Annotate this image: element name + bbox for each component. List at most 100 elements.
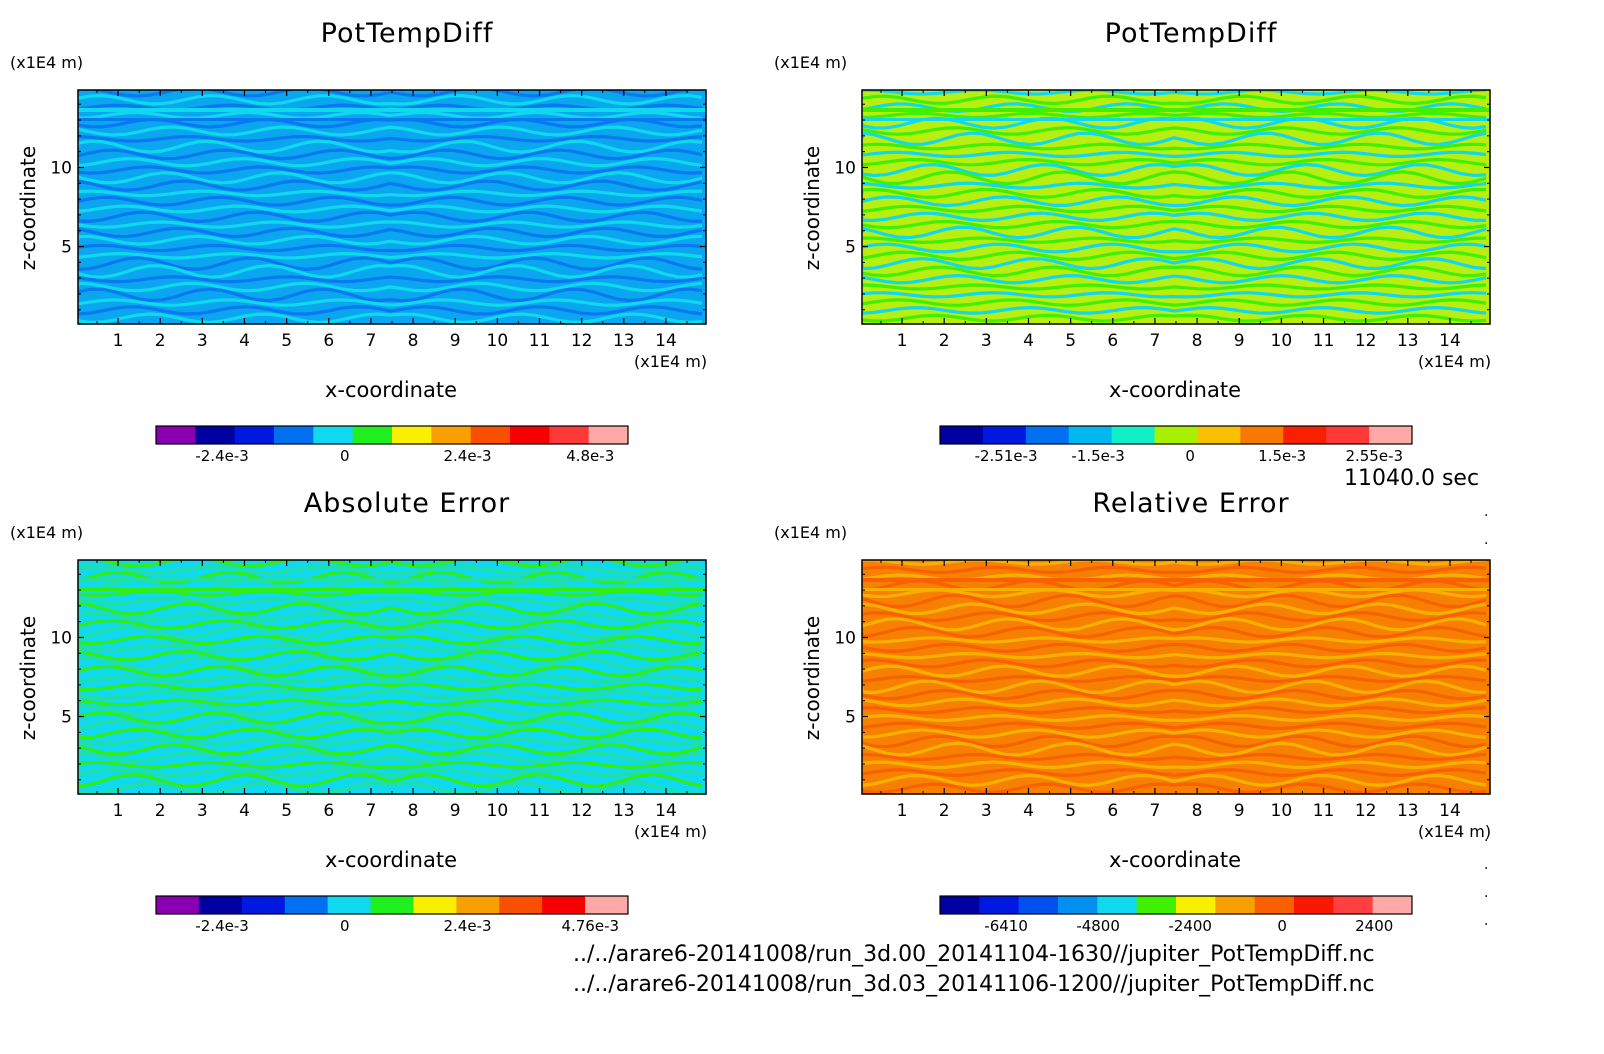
x-tick-label: 9 bbox=[450, 331, 461, 351]
x-tick-label: 5 bbox=[281, 331, 292, 351]
colorbar-segment bbox=[588, 426, 629, 444]
decorative-dots: .. bbox=[1484, 504, 1489, 548]
x-unit-label: (x1E4 m) bbox=[634, 822, 708, 841]
y-axis-label: z-coordinate bbox=[16, 615, 40, 741]
x-tick-label: 3 bbox=[197, 331, 208, 351]
x-tick-label: 12 bbox=[571, 331, 593, 351]
x-unit-label: (x1E4 m) bbox=[634, 352, 708, 371]
colorbar-segment bbox=[1136, 896, 1177, 914]
x-axis-label: x-coordinate bbox=[324, 848, 457, 872]
field-pattern bbox=[78, 560, 706, 794]
colorbar-segment bbox=[1058, 896, 1098, 914]
x-tick-label: 11 bbox=[1313, 801, 1335, 821]
x-tick-label: 11 bbox=[529, 801, 551, 821]
x-axis-label: x-coordinate bbox=[324, 378, 457, 402]
colorbar-segment bbox=[1215, 896, 1256, 914]
colorbar-segment bbox=[1097, 896, 1138, 914]
x-tick-label: 8 bbox=[408, 331, 419, 351]
colorbar-segment bbox=[1254, 896, 1295, 914]
x-tick-label: 3 bbox=[197, 801, 208, 821]
colorbar-label: 2.4e-3 bbox=[443, 447, 491, 465]
x-tick-label: 2 bbox=[939, 331, 950, 351]
y-tick-label: 5 bbox=[61, 238, 72, 258]
file-path-1: ../../arare6-20141008/run_3d.00_20141104… bbox=[573, 942, 1375, 967]
colorbar-segment bbox=[1154, 426, 1198, 444]
y-unit-label: (x1E4 m) bbox=[774, 53, 848, 72]
x-tick-label: 4 bbox=[239, 801, 250, 821]
colorbar-segment bbox=[982, 426, 1027, 444]
colorbar-label: 2.55e-3 bbox=[1345, 447, 1403, 465]
y-unit-label: (x1E4 m) bbox=[10, 53, 84, 72]
colorbar-label: 4.8e-3 bbox=[566, 447, 614, 465]
x-tick-label: 10 bbox=[487, 801, 509, 821]
x-tick-label: 6 bbox=[1107, 331, 1118, 351]
colorbar-label: 2400 bbox=[1355, 917, 1393, 935]
x-tick-label: 11 bbox=[529, 331, 551, 351]
colorbar-segment bbox=[327, 896, 372, 914]
colorbar-segment bbox=[940, 426, 984, 444]
x-tick-label: 8 bbox=[1192, 331, 1203, 351]
colorbar: -2.4e-3 0 2.4e-3 4.76e-3 bbox=[155, 895, 629, 935]
x-tick-label: 12 bbox=[1355, 331, 1377, 351]
x-tick-label: 10 bbox=[1271, 331, 1293, 351]
colorbar-segment bbox=[234, 426, 275, 444]
colorbar-segment bbox=[1369, 426, 1413, 444]
colorbar-segment bbox=[1333, 896, 1374, 914]
colorbar-segment bbox=[156, 896, 200, 914]
y-tick-label: 5 bbox=[61, 708, 72, 728]
colorbar-segment bbox=[392, 426, 432, 444]
x-tick-label: 3 bbox=[981, 801, 992, 821]
x-tick-label: 4 bbox=[1023, 801, 1034, 821]
x-tick-label: 1 bbox=[897, 331, 908, 351]
x-tick-label: 8 bbox=[1192, 801, 1203, 821]
x-tick-label: 12 bbox=[571, 801, 593, 821]
x-tick-label: 4 bbox=[1023, 331, 1034, 351]
field-background bbox=[78, 90, 706, 324]
x-tick-label: 6 bbox=[323, 801, 334, 821]
x-tick-label: 9 bbox=[1234, 801, 1245, 821]
colorbar-segment bbox=[413, 896, 457, 914]
colorbar-segment bbox=[1025, 426, 1070, 444]
x-tick-label: 10 bbox=[1271, 801, 1293, 821]
x-tick-label: 5 bbox=[1065, 801, 1076, 821]
colorbar-segment bbox=[940, 896, 980, 914]
colorbar-label: -2.51e-3 bbox=[975, 447, 1038, 465]
colorbar-label: 2.4e-3 bbox=[443, 917, 491, 935]
x-tick-label: 14 bbox=[1439, 801, 1461, 821]
colorbar-segment bbox=[1372, 896, 1413, 914]
colorbar-frame bbox=[155, 895, 629, 915]
colorbar: -6410 -4800 -2400 0 2400 bbox=[939, 895, 1413, 935]
y-tick-label: 5 bbox=[845, 708, 856, 728]
x-tick-label: 13 bbox=[613, 801, 635, 821]
colorbar-segment bbox=[241, 896, 286, 914]
x-tick-label: 9 bbox=[450, 801, 461, 821]
colorbar-segment bbox=[370, 896, 414, 914]
x-tick-label: 14 bbox=[655, 331, 677, 351]
colorbar-label: -2400 bbox=[1168, 917, 1212, 935]
colorbar-segment bbox=[1018, 896, 1059, 914]
y-axis-label: z-coordinate bbox=[800, 145, 824, 271]
colorbar-label: -2.4e-3 bbox=[195, 447, 248, 465]
colorbar-segment bbox=[198, 896, 243, 914]
x-tick-label: 2 bbox=[155, 801, 166, 821]
x-tick-label: 7 bbox=[1150, 801, 1161, 821]
x-tick-label: 1 bbox=[113, 801, 124, 821]
x-unit-label: (x1E4 m) bbox=[1418, 822, 1492, 841]
field-pattern bbox=[78, 90, 706, 324]
x-tick-label: 2 bbox=[155, 331, 166, 351]
colorbar-label: -6410 bbox=[984, 917, 1028, 935]
x-tick-label: 9 bbox=[1234, 331, 1245, 351]
colorbar-segment bbox=[156, 426, 196, 444]
colorbar: -2.51e-3 -1.5e-3 0 1.5e-3 2.55e-3 bbox=[939, 425, 1413, 465]
x-unit-label: (x1E4 m) bbox=[1418, 352, 1492, 371]
colorbar-segment bbox=[1240, 426, 1284, 444]
x-tick-label: 13 bbox=[1397, 801, 1419, 821]
colorbar-segment bbox=[549, 426, 590, 444]
x-tick-label: 8 bbox=[408, 801, 419, 821]
x-tick-label: 12 bbox=[1355, 801, 1377, 821]
